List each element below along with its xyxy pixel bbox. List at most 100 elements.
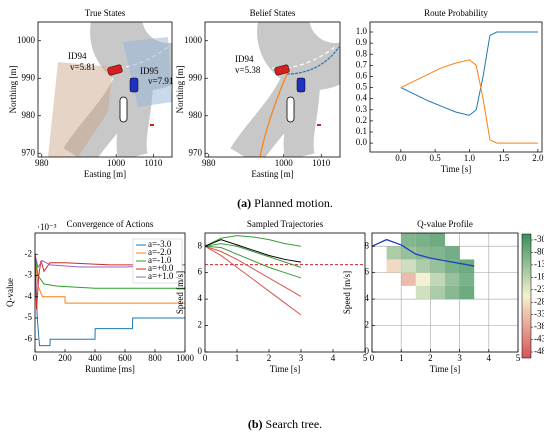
- y-tick-label: 1000: [184, 35, 203, 45]
- y-tick-label: 970: [189, 147, 203, 157]
- colorbar-tick-label: -80: [534, 247, 544, 257]
- marker: [150, 124, 154, 126]
- heat-cell: [401, 259, 416, 273]
- axes-frame: [371, 232, 519, 353]
- x-tick-label: 400: [88, 353, 102, 363]
- map-layer: [230, 22, 340, 157]
- heat-cell: [445, 246, 460, 260]
- colorbar-tick-label: -280: [534, 296, 544, 306]
- y-tick-label: -4: [25, 291, 33, 301]
- y-tick-label: -3: [25, 270, 33, 280]
- map-layer: [48, 22, 172, 157]
- heat-cell: [459, 259, 475, 273]
- annotation: ID94: [235, 54, 254, 64]
- car: [129, 77, 139, 93]
- panel: -30 -80 -130 -180 -230 -280 -330 -380 -430 -480 Q-…: [342, 219, 544, 374]
- caption-text: Planned motion.: [254, 196, 333, 210]
- median: [286, 96, 295, 123]
- heat-cell: [459, 272, 475, 286]
- panel-title: Convergence of Actions: [67, 219, 154, 229]
- colorbar-tick-label: -230: [534, 284, 544, 294]
- belief-area: [48, 62, 113, 157]
- y-axis-label: Northing [m]: [8, 66, 18, 114]
- y-tick-label: 1.0: [356, 26, 368, 36]
- x-tick-label: 980: [35, 158, 49, 168]
- predicted-path: [286, 46, 340, 75]
- panel-title: Sampled Trajectories: [247, 219, 324, 229]
- x-tick-label: 1010: [312, 158, 331, 168]
- y-tick-label: 0.3: [356, 104, 368, 114]
- x-tick-label: 4: [487, 353, 492, 363]
- y-tick-label: 8: [365, 240, 370, 250]
- legend-label: a=-3.0: [148, 239, 172, 249]
- x-tick-label: 1000: [176, 353, 195, 363]
- heat-cell: [415, 246, 431, 260]
- car: [274, 64, 290, 76]
- island: [309, 22, 340, 43]
- legend-label: a=-1.0: [148, 255, 172, 265]
- colorbar-tick-label: -480: [534, 346, 544, 356]
- caption-label: (b): [248, 417, 263, 431]
- x-tick-label: 600: [118, 353, 132, 363]
- y-tick-label: 4: [365, 293, 370, 303]
- x-tick-label: 1.5: [498, 153, 510, 163]
- colorbar-tick-label: -430: [534, 334, 544, 344]
- panel: Route Probability Time [s] 0.0 0.5 1.0 1.5 2.0…: [356, 8, 544, 174]
- panel-title: True States: [85, 8, 126, 18]
- x-tick-label: 0.0: [395, 153, 407, 163]
- x-tick-label: 3: [457, 353, 462, 363]
- heat-cell: [401, 246, 416, 260]
- colorbar-tick-label: -380: [534, 321, 544, 331]
- median: [119, 96, 128, 123]
- heat-cell: [445, 285, 460, 300]
- colorbar-tick-label: -130: [534, 259, 544, 269]
- axes-frame: [204, 232, 366, 353]
- x-axis-label: Time [s]: [441, 164, 471, 174]
- x-tick-label: 1010: [144, 158, 163, 168]
- y-tick-label: 980: [189, 110, 203, 120]
- axes-frame: [37, 21, 173, 158]
- y-tick-label: -6: [25, 333, 33, 343]
- annotation: v=7.91: [148, 76, 173, 86]
- series-line: [204, 245, 302, 316]
- series-line: [34, 254, 185, 310]
- x-tick-label: 2.0: [532, 153, 544, 163]
- y-axis-label: Q-value: [5, 278, 15, 307]
- heat-cell: [430, 246, 445, 260]
- legend-label: a=+0.0: [148, 263, 174, 273]
- y-tick-label: 980: [22, 110, 36, 120]
- colorbar-tick-label: -180: [534, 271, 544, 281]
- road: [283, 81, 320, 157]
- series-line: [204, 245, 302, 279]
- x-tick-label: 1: [399, 353, 404, 363]
- y-tick-label: 6: [365, 267, 370, 277]
- heat-cell: [415, 259, 431, 273]
- y-tick-label: 8: [198, 240, 203, 250]
- y-tick-label: 4: [198, 293, 203, 303]
- colorbar: [521, 233, 532, 359]
- series-line: [204, 235, 302, 247]
- x-tick-label: 800: [148, 353, 162, 363]
- series-line: [204, 243, 302, 268]
- x-tick-label: 0.5: [429, 153, 441, 163]
- legend-label: a=-2.0: [148, 247, 172, 257]
- panel-title: Belief States: [250, 8, 296, 18]
- caption-b: (b) Search tree.: [248, 417, 322, 431]
- x-tick-label: 1000: [275, 158, 294, 168]
- x-tick-label: 3: [299, 353, 304, 363]
- heat-cell: [430, 233, 445, 247]
- y-tick-label: 0.8: [356, 48, 368, 58]
- annotation: v=5.38: [235, 65, 261, 75]
- y-tick-label: 1000: [17, 35, 36, 45]
- y-tick-label: 0.1: [356, 126, 367, 136]
- predicted-path: [259, 73, 288, 157]
- series-line: [204, 239, 302, 263]
- x-tick-label: 5: [363, 353, 368, 363]
- series-line: [34, 254, 185, 347]
- colorbar-tick-label: -30: [534, 234, 544, 244]
- y-tick-label: 0.6: [356, 71, 368, 81]
- heat-cell: [415, 272, 431, 286]
- marker: [317, 124, 321, 126]
